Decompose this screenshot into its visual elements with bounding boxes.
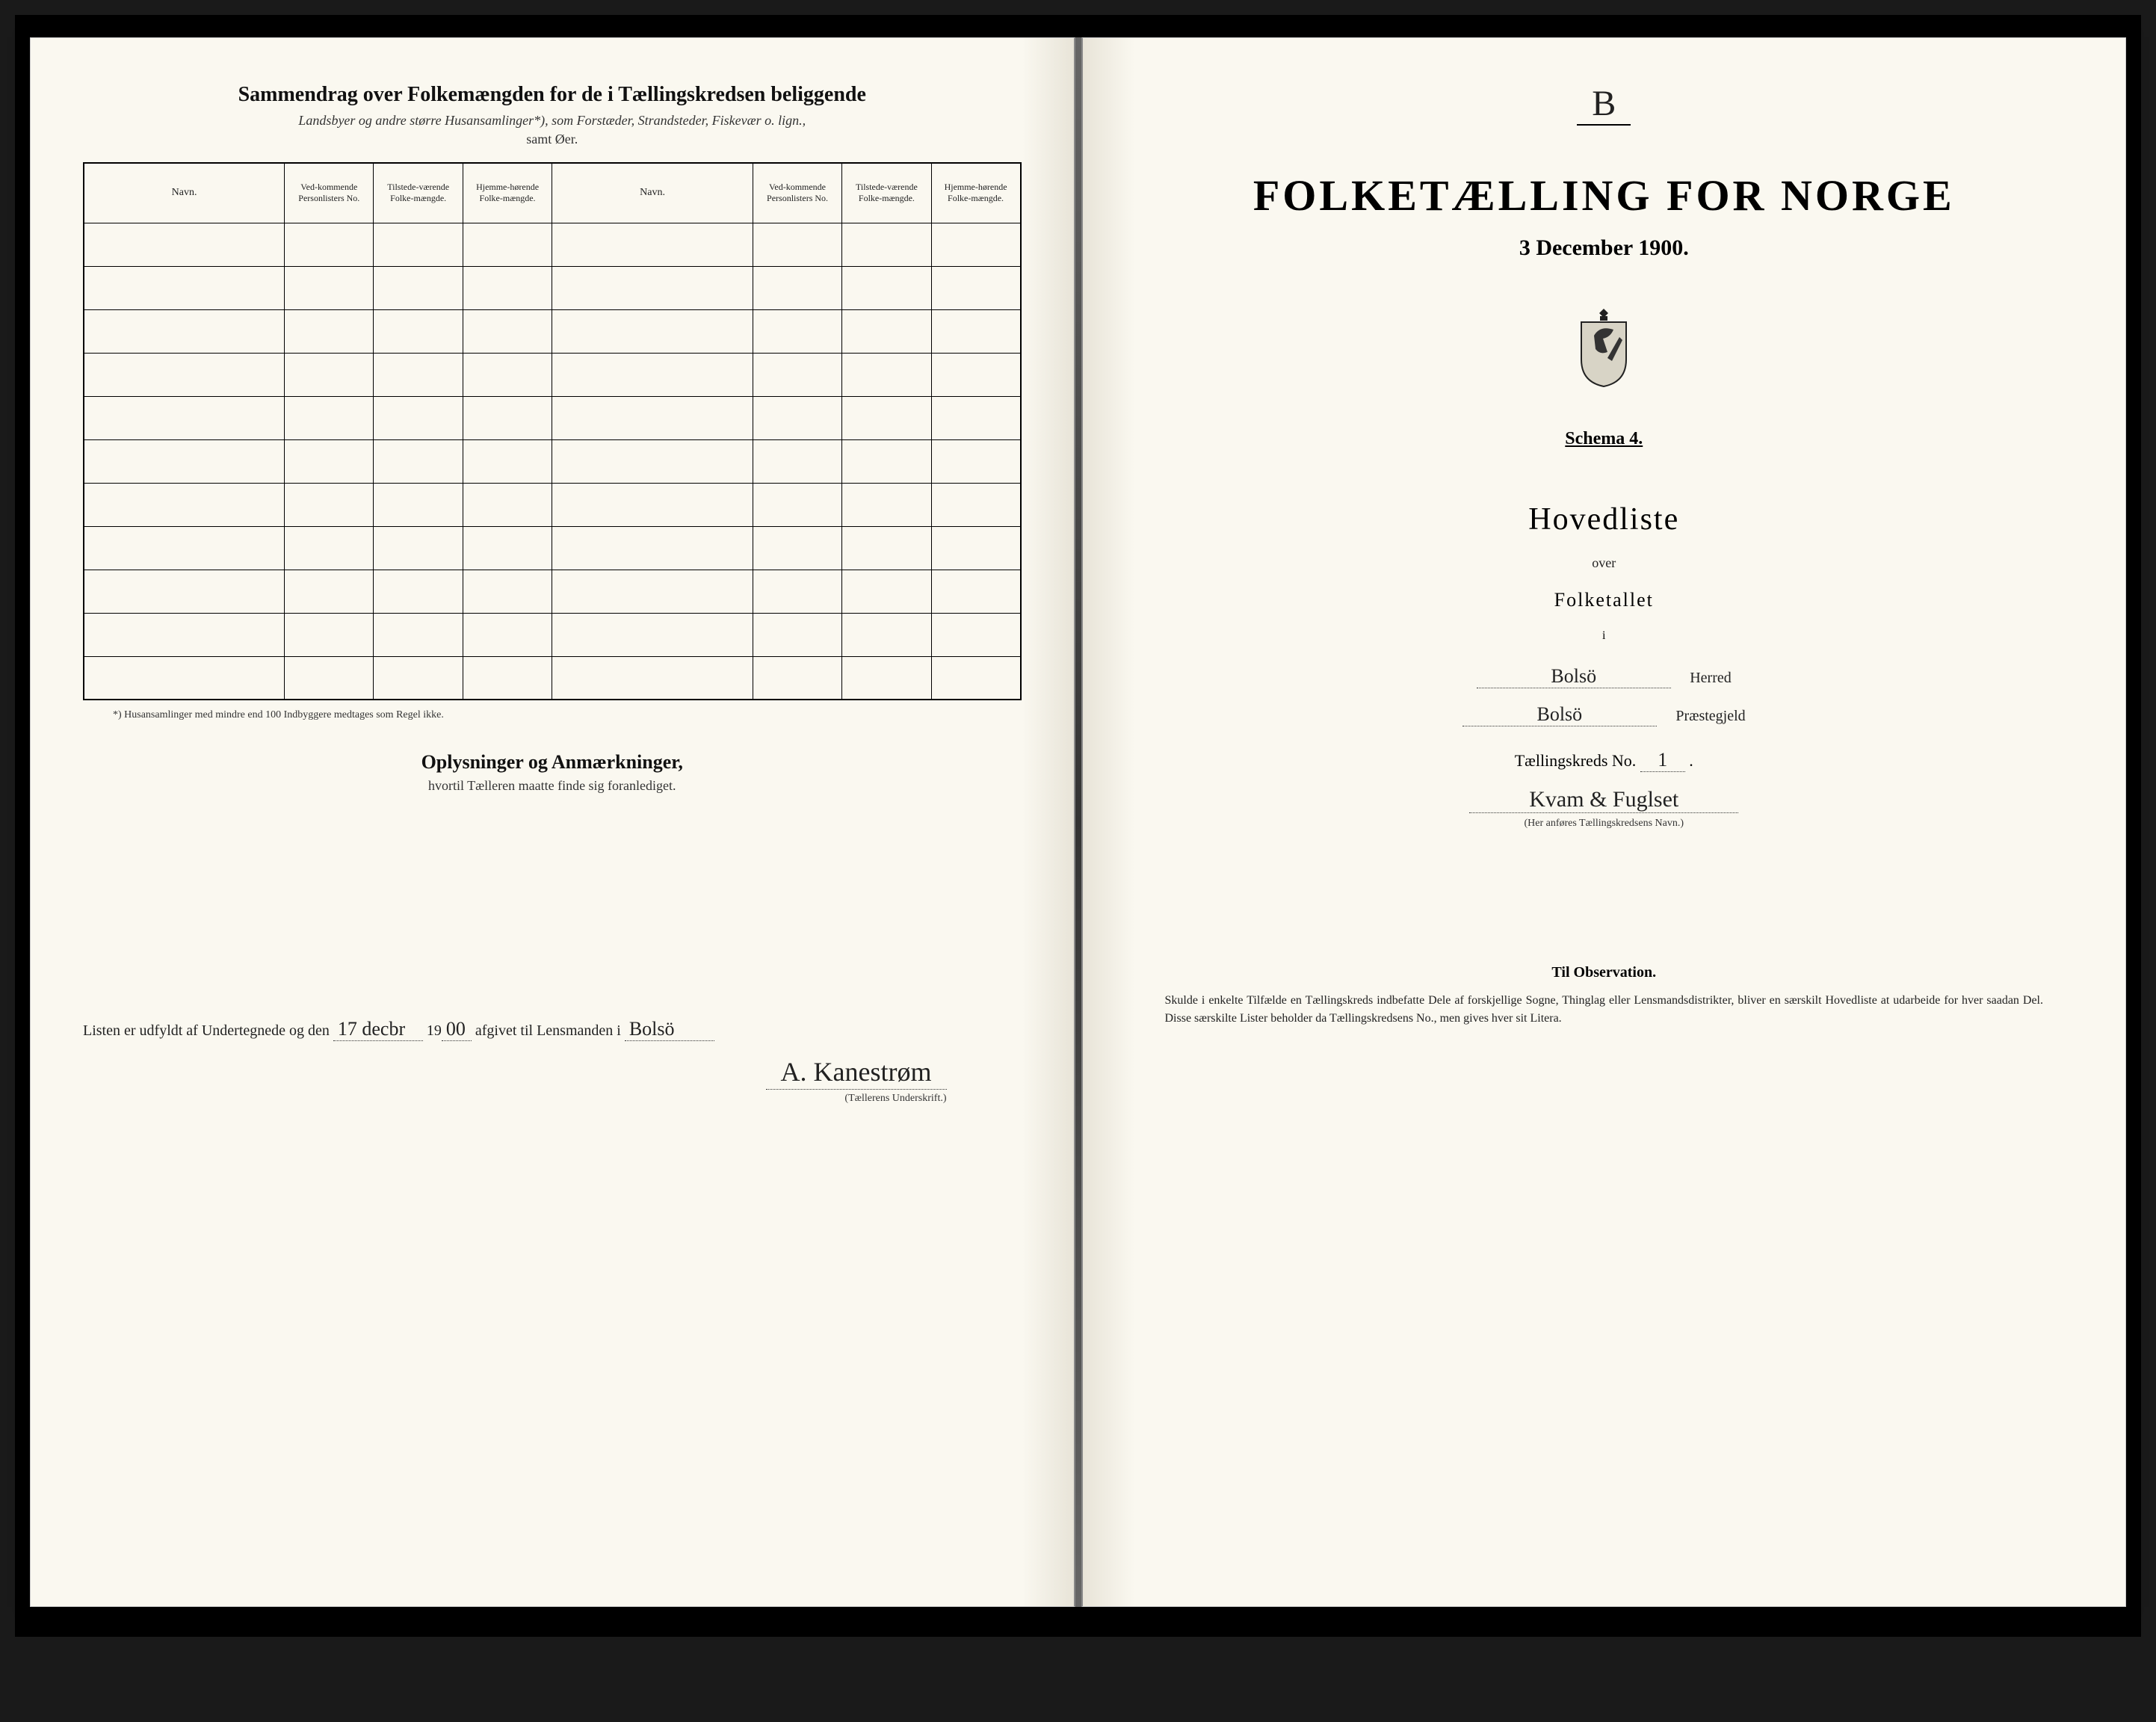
table-row <box>84 266 1021 309</box>
col-hjemme-2: Hjemme-hørende Folke-mængde. <box>931 163 1020 223</box>
col-tilstede-2: Tilstede-værende Folke-mængde. <box>842 163 931 223</box>
praeste-line: Bolsö Præstegjeld <box>1135 703 2074 726</box>
listen-prefix: Listen er udfyldt af Undertegnede og den <box>83 1022 330 1039</box>
obs-body: Skulde i enkelte Tilfælde en Tællingskre… <box>1135 992 2074 1028</box>
table-row <box>84 570 1021 613</box>
oplys-title: Oplysninger og Anmærkninger, <box>83 751 1022 774</box>
folketallet: Folketallet <box>1135 589 2074 611</box>
kreds-navn: Kvam & Fuglset <box>1469 787 1738 813</box>
kreds-navn-line: Kvam & Fuglset <box>1135 787 2074 813</box>
herred-value: Bolsö <box>1477 665 1671 688</box>
summary-table-body <box>84 223 1021 700</box>
col-tilstede: Tilstede-værende Folke-mængde. <box>374 163 463 223</box>
footnote: *) Husansamlinger med mindre end 100 Ind… <box>113 709 1022 721</box>
over-label: over <box>1135 555 2074 571</box>
litera-wrap: B <box>1135 83 2074 170</box>
listen-mid: afgivet til Lensmanden i <box>475 1022 621 1039</box>
col-personlister-2: Ved-kommende Personlisters No. <box>753 163 841 223</box>
summary-table: Navn. Ved-kommende Personlisters No. Til… <box>83 162 1022 700</box>
main-date: 3 December 1900. <box>1135 235 2074 261</box>
table-row <box>84 483 1021 526</box>
film-mark <box>374 19 404 30</box>
schema-label: Schema 4. <box>1565 429 1643 449</box>
kreds-caption: (Her anføres Tællingskredsens Navn.) <box>1135 818 2074 830</box>
listen-year-fill: 00 <box>442 1018 472 1041</box>
table-row <box>84 353 1021 396</box>
col-navn: Navn. <box>84 163 285 223</box>
listen-year-prefix: 19 <box>427 1022 442 1039</box>
main-title: FOLKETÆLLING FOR NORGE <box>1135 170 2074 220</box>
right-page: B FOLKETÆLLING FOR NORGE 3 December 1900… <box>1081 37 2127 1607</box>
left-page: Sammendrag over Folkemængden for de i Tæ… <box>30 37 1075 1607</box>
col-personlister: Ved-kommende Personlisters No. <box>285 163 374 223</box>
table-row <box>84 526 1021 570</box>
table-row <box>84 613 1021 656</box>
table-row <box>84 439 1021 483</box>
scan-frame: Sammendrag over Folkemængden for de i Tæ… <box>15 15 2141 1637</box>
book-spread: Sammendrag over Folkemængden for de i Tæ… <box>30 37 2126 1607</box>
table-header-row: Navn. Ved-kommende Personlisters No. Til… <box>84 163 1021 223</box>
film-mark <box>800 1620 822 1631</box>
tkreds-line: Tællingskreds No. 1 . <box>1135 749 2074 772</box>
table-row <box>84 223 1021 266</box>
table-row <box>84 396 1021 439</box>
table-row <box>84 656 1021 700</box>
tkreds-value: 1 <box>1640 749 1685 772</box>
signature: A. Kanestrøm <box>766 1056 947 1090</box>
film-mark <box>239 1619 284 1631</box>
tkreds-label: Tællingskreds No. <box>1515 751 1637 770</box>
signature-caption: (Tællerens Underskrift.) <box>83 1093 947 1105</box>
i-label: i <box>1135 629 2074 643</box>
obs-title: Til Observation. <box>1135 964 2074 981</box>
litera: B <box>1577 83 1631 126</box>
left-title: Sammendrag over Folkemængden for de i Tæ… <box>83 83 1022 107</box>
hovedliste: Hovedliste <box>1135 502 2074 537</box>
praeste-value: Bolsö <box>1462 703 1657 726</box>
listen-date: 17 decbr <box>333 1018 423 1041</box>
col-hjemme: Hjemme-hørende Folke-mængde. <box>463 163 552 223</box>
herred-label: Herred <box>1690 670 1732 686</box>
book-spine <box>1075 37 1081 1607</box>
signature-block: A. Kanestrøm (Tællerens Underskrift.) <box>83 1056 1022 1105</box>
listen-line: Listen er udfyldt af Undertegnede og den… <box>83 1018 1022 1041</box>
coat-of-arms-icon <box>1570 306 1637 388</box>
left-subtitle: Landsbyer og andre større Husansamlinger… <box>83 113 1022 129</box>
table-row <box>84 309 1021 353</box>
left-subtitle2: samt Øer. <box>83 132 1022 147</box>
praeste-label: Præstegjeld <box>1675 708 1745 724</box>
listen-place: Bolsö <box>625 1018 714 1041</box>
oplys-sub: hvortil Tælleren maatte finde sig foranl… <box>83 778 1022 794</box>
col-navn-2: Navn. <box>552 163 753 223</box>
herred-line: Bolsö Herred <box>1135 665 2074 688</box>
